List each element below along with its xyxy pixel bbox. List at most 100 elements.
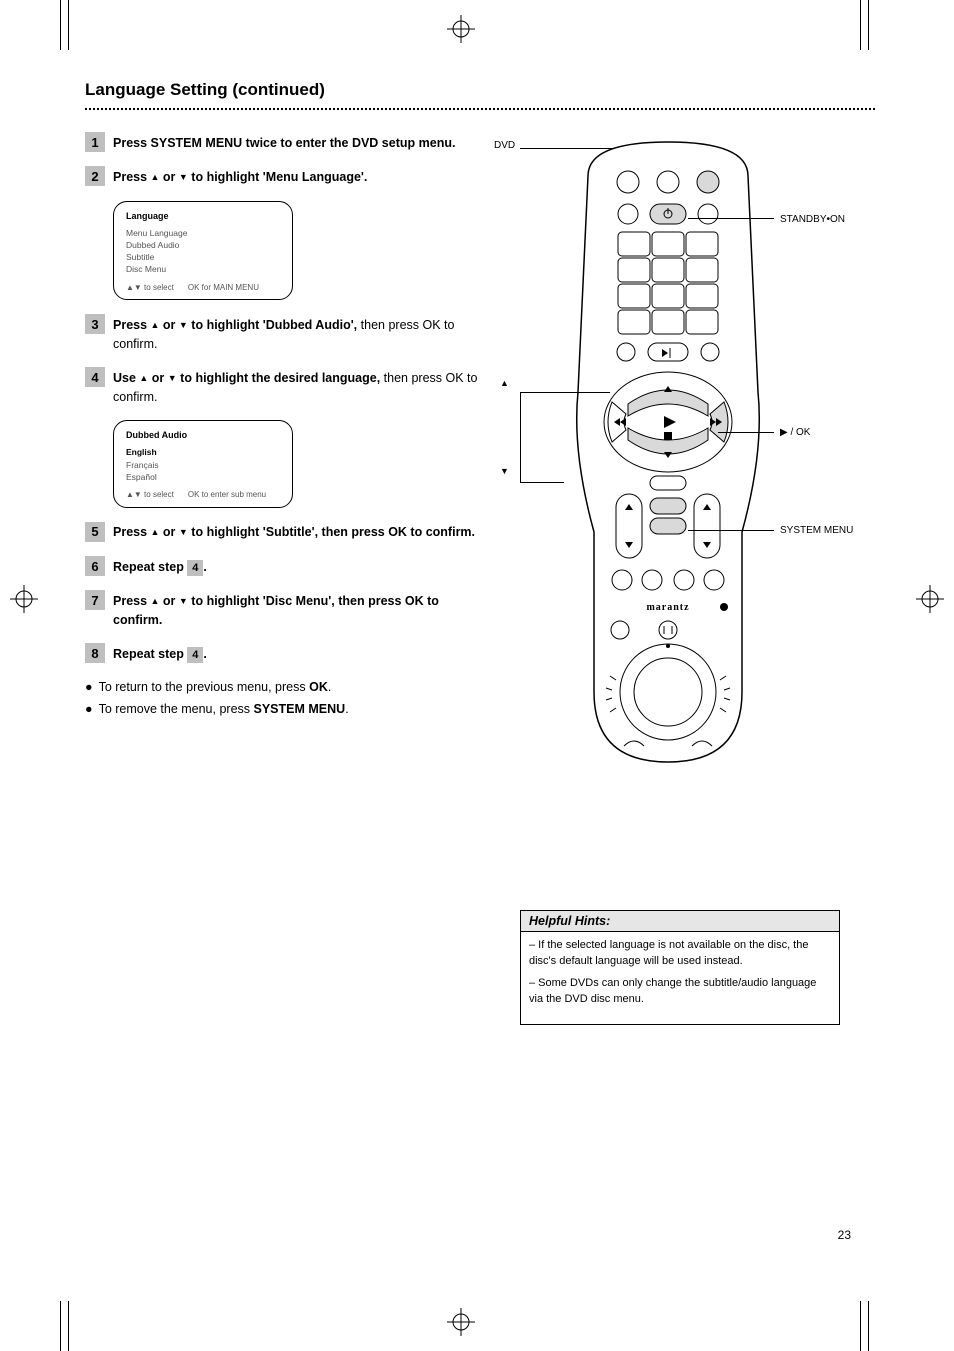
callout-line [520, 482, 564, 483]
txt: Press [113, 318, 151, 332]
up-arrow-icon: ▲ [151, 172, 160, 182]
bullet-text: To remove the menu, press SYSTEM MENU. [99, 700, 349, 719]
txt: to highlight 'Subtitle', then press OK t… [188, 525, 475, 539]
screen-hint: OK to enter sub menu [188, 489, 266, 501]
txt: . [203, 560, 206, 574]
screen-line: Español [126, 471, 280, 483]
step-text: Repeat step 4. [113, 558, 207, 577]
osd-screen-dubbed-audio: Dubbed Audio English Français Español ▲▼… [113, 420, 293, 508]
crop-mark [860, 0, 861, 50]
step-number: 2 [85, 166, 105, 186]
txt: to highlight the desired language, [177, 371, 380, 385]
up-arrow-icon: ▲ [151, 527, 160, 537]
callout-label-dvd: DVD [494, 140, 515, 151]
crop-mark [860, 1301, 861, 1351]
step-2: 2 Press ▲ or ▼ to highlight 'Menu Langua… [85, 166, 480, 186]
screen-hint: ▲▼ to select [126, 489, 174, 501]
crop-mark [868, 0, 869, 50]
crop-mark [60, 0, 61, 50]
txt: Repeat step [113, 560, 187, 574]
ref-step-number: 4 [187, 560, 203, 576]
instruction-column: 1 Press SYSTEM MENU twice to enter the D… [85, 132, 480, 723]
step-text: Press ▲ or ▼ to highlight 'Subtitle', th… [113, 523, 475, 542]
step-number: 4 [85, 367, 105, 387]
txt: Press [113, 170, 151, 184]
callout-label-up-icon: ▲ [500, 378, 509, 388]
screen-line: Disc Menu [126, 263, 280, 275]
callout-label-standby: STANDBY•ON [780, 214, 845, 225]
step-number: 5 [85, 522, 105, 542]
hints-body: – If the selected language is not availa… [521, 932, 839, 1024]
txt: OK [309, 680, 328, 694]
callout-line [520, 392, 521, 482]
crop-mark [60, 1301, 61, 1351]
svg-text:marantz: marantz [646, 602, 689, 613]
step-number: 6 [85, 556, 105, 576]
step-8: 8 Repeat step 4. [85, 643, 480, 663]
ref-step-number: 4 [187, 647, 203, 663]
step-text: Repeat step 4. [113, 645, 207, 664]
down-arrow-icon: ▼ [179, 172, 188, 182]
down-arrow-icon: ▼ [168, 373, 177, 383]
step-text: Press ▲ or ▼ to highlight 'Menu Language… [113, 168, 367, 187]
hints-header: Helpful Hints: [521, 911, 839, 932]
step-number: 1 [85, 132, 105, 152]
callout-line [688, 530, 774, 531]
up-arrow-icon: ▲ [139, 373, 148, 383]
step-number: 8 [85, 643, 105, 663]
heading-rule [85, 108, 875, 110]
txt: To remove the menu, press [99, 702, 254, 716]
txt: To return to the previous menu, press [99, 680, 310, 694]
screen-line: Français [126, 459, 280, 471]
bullet-item: ● To remove the menu, press SYSTEM MENU. [85, 700, 480, 719]
screen-line: Menu Language [126, 227, 280, 239]
bullet-text: To return to the previous menu, press OK… [99, 678, 332, 697]
page-heading: Language Setting (continued) [85, 80, 875, 100]
bullet-dot-icon: ● [85, 678, 93, 697]
page-content: Language Setting (continued) 1 Press SYS… [85, 80, 875, 1260]
crop-mark [68, 1301, 69, 1351]
registration-mark-left [10, 585, 38, 613]
screen-title: Language [126, 210, 280, 223]
down-arrow-icon: ▼ [179, 596, 188, 606]
helpful-hints-box: Helpful Hints: – If the selected languag… [520, 910, 840, 1025]
bullet-dot-icon: ● [85, 700, 93, 719]
up-arrow-icon: ▲ [151, 320, 160, 330]
step-text: Use ▲ or ▼ to highlight the desired lang… [113, 369, 480, 407]
crop-mark [868, 1301, 869, 1351]
osd-screen-language: Language Menu Language Dubbed Audio Subt… [113, 201, 293, 301]
registration-mark-top [447, 15, 475, 43]
callout-line [718, 432, 774, 433]
registration-mark-right [916, 585, 944, 613]
screen-line: English [126, 446, 280, 458]
registration-mark-bottom [447, 1308, 475, 1336]
down-arrow-icon: ▼ [179, 320, 188, 330]
step-7: 7 Press ▲ or ▼ to highlight 'Disc Menu',… [85, 590, 480, 629]
page-number: 23 [838, 1228, 851, 1242]
callout-label-system-menu: SYSTEM MENU [780, 525, 853, 536]
step-3: 3 Press ▲ or ▼ to highlight 'Dubbed Audi… [85, 314, 480, 353]
bullet-item: ● To return to the previous menu, press … [85, 678, 480, 697]
crop-mark [68, 0, 69, 50]
txt: Press [113, 594, 151, 608]
step-number: 7 [85, 590, 105, 610]
diagram-column: DVD [508, 132, 863, 723]
screen-hint: ▲▼ to select [126, 282, 174, 294]
screen-line: Dubbed Audio [126, 239, 280, 251]
step-number: 3 [85, 314, 105, 334]
hint-item: – If the selected language is not availa… [529, 938, 831, 970]
hint-item: – Some DVDs can only change the subtitle… [529, 976, 831, 1008]
step-text: Press ▲ or ▼ to highlight 'Disc Menu', t… [113, 592, 480, 630]
txt: to highlight 'Dubbed Audio', [188, 318, 357, 332]
txt: Repeat step [113, 647, 187, 661]
screen-line: Subtitle [126, 251, 280, 263]
step-6: 6 Repeat step 4. [85, 556, 480, 576]
txt: . [345, 702, 348, 716]
callout-label-ok: ▶ / OK [780, 427, 810, 438]
txt: Press [113, 525, 151, 539]
step-text: Press SYSTEM MENU twice to enter the DVD… [113, 134, 455, 153]
callout-line [520, 392, 610, 393]
txt: . [203, 647, 206, 661]
callout-label-down-icon: ▼ [500, 466, 509, 476]
txt: Use [113, 371, 139, 385]
